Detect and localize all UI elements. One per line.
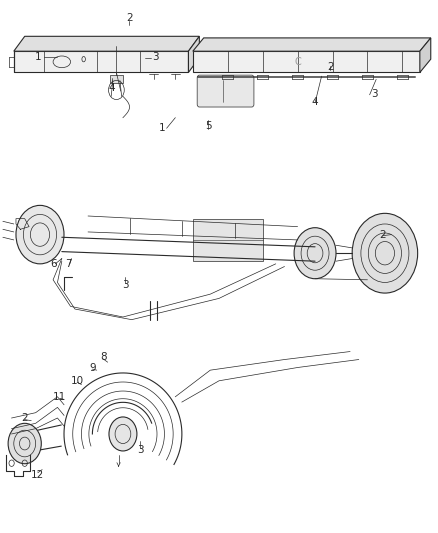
Text: 4: 4 [312, 96, 318, 107]
Text: 3: 3 [152, 52, 159, 61]
Polygon shape [14, 51, 188, 72]
Polygon shape [110, 75, 123, 83]
Polygon shape [193, 219, 263, 261]
Text: 2: 2 [21, 413, 28, 423]
Text: 10: 10 [71, 376, 84, 386]
FancyArrowPatch shape [19, 446, 61, 454]
Text: 11: 11 [53, 392, 66, 402]
Text: 3: 3 [122, 280, 128, 290]
Polygon shape [188, 36, 199, 72]
Text: 2: 2 [126, 13, 133, 23]
FancyBboxPatch shape [197, 75, 254, 107]
Text: 3: 3 [137, 445, 144, 455]
Text: 12: 12 [31, 470, 44, 480]
Circle shape [8, 423, 41, 464]
Text: 8: 8 [100, 352, 106, 362]
Text: 1: 1 [35, 52, 41, 61]
Text: 5: 5 [205, 120, 212, 131]
Text: 2: 2 [379, 230, 386, 240]
Text: 4: 4 [109, 83, 115, 93]
Text: 9: 9 [89, 362, 95, 373]
Polygon shape [193, 51, 420, 72]
Text: 1: 1 [159, 123, 166, 133]
Text: 6: 6 [50, 259, 57, 269]
Polygon shape [193, 38, 431, 51]
FancyArrowPatch shape [19, 425, 61, 434]
Circle shape [16, 205, 64, 264]
Polygon shape [420, 38, 431, 72]
Text: 2: 2 [327, 62, 334, 72]
Polygon shape [14, 36, 199, 51]
Circle shape [109, 417, 137, 451]
Text: C: C [294, 57, 301, 67]
Circle shape [294, 228, 336, 279]
Text: 3: 3 [371, 88, 377, 99]
Circle shape [352, 213, 418, 293]
Text: 7: 7 [65, 259, 72, 269]
